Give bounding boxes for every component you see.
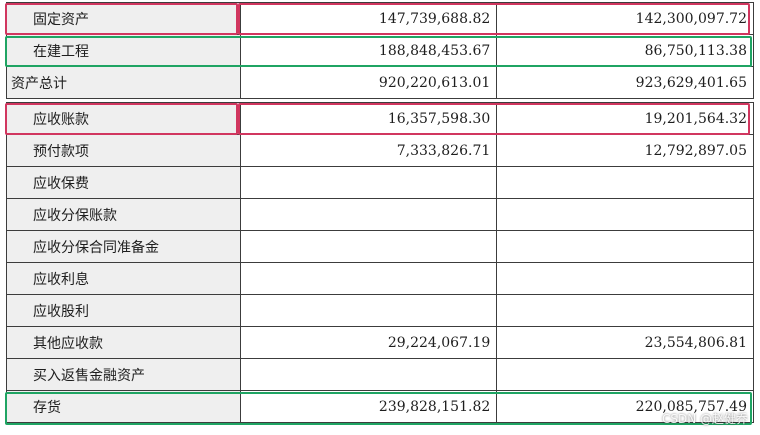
cell-value-current	[239, 262, 498, 295]
row-label: 应收分保账款	[6, 198, 241, 231]
row-label: 买入返售金融资产	[6, 358, 241, 391]
table-row: 固定资产 147,739,688.82 142,300,097.72	[6, 2, 754, 35]
cell-value-previous: 220,085,757.49	[496, 390, 754, 423]
table-row: 买入返售金融资产	[6, 358, 754, 391]
row-label: 预付款项	[6, 134, 241, 167]
cell-value-current: 239,828,151.82	[239, 390, 498, 423]
cell-value-current: 29,224,067.19	[239, 326, 498, 359]
cell-value-current	[239, 358, 498, 391]
table-row: 应收分保合同准备金	[6, 230, 754, 263]
cell-value-previous: 142,300,097.72	[496, 2, 754, 35]
table-row: 应收利息	[6, 262, 754, 295]
row-label: 应收分保合同准备金	[6, 230, 241, 263]
table-row: 应收账款 16,357,598.30 19,201,564.32	[6, 102, 754, 135]
watermark: CSDN @赵健乔	[661, 412, 748, 426]
cell-value-previous	[496, 230, 754, 263]
cell-value-current: 920,220,613.01	[239, 66, 498, 99]
row-label: 资产总计	[6, 66, 241, 99]
cell-value-current: 147,739,688.82	[239, 2, 498, 35]
cell-value-current: 188,848,453.67	[239, 34, 498, 67]
cell-value-current	[239, 198, 498, 231]
row-label: 在建工程	[6, 34, 241, 67]
table-row: 应收分保账款	[6, 198, 754, 231]
cell-value-previous: 86,750,113.38	[496, 34, 754, 67]
balance-table-top: 固定资产 147,739,688.82 142,300,097.72 在建工程 …	[6, 2, 754, 99]
row-label: 应收利息	[6, 262, 241, 295]
balance-table-receivables: 应收账款 16,357,598.30 19,201,564.32 预付款项 7,…	[6, 102, 754, 423]
row-label: 应收股利	[6, 294, 241, 327]
cell-value-previous	[496, 262, 754, 295]
row-label: 存货	[6, 390, 241, 423]
table-row: 预付款项 7,333,826.71 12,792,897.05	[6, 134, 754, 167]
row-label: 应收保费	[6, 166, 241, 199]
cell-value-previous: 23,554,806.81	[496, 326, 754, 359]
cell-value-previous	[496, 166, 754, 199]
cell-value-previous	[496, 294, 754, 327]
row-label: 固定资产	[6, 2, 241, 35]
cell-value-previous: 12,792,897.05	[496, 134, 754, 167]
cell-value-previous	[496, 198, 754, 231]
table-row: 其他应收款 29,224,067.19 23,554,806.81	[6, 326, 754, 359]
table-row: 资产总计 920,220,613.01 923,629,401.65	[6, 66, 754, 99]
cell-value-current	[239, 166, 498, 199]
table-row: 应收股利	[6, 294, 754, 327]
table-row: 在建工程 188,848,453.67 86,750,113.38	[6, 34, 754, 67]
table-row: 应收保费	[6, 166, 754, 199]
cell-value-previous: 923,629,401.65	[496, 66, 754, 99]
cell-value-previous	[496, 358, 754, 391]
cell-value-current	[239, 294, 498, 327]
row-label: 其他应收款	[6, 326, 241, 359]
table-row: 存货 239,828,151.82 220,085,757.49	[6, 390, 754, 423]
cell-value-current: 16,357,598.30	[239, 102, 498, 135]
cell-value-current	[239, 230, 498, 263]
cell-value-previous: 19,201,564.32	[496, 102, 754, 135]
row-label: 应收账款	[6, 102, 241, 135]
cell-value-current: 7,333,826.71	[239, 134, 498, 167]
